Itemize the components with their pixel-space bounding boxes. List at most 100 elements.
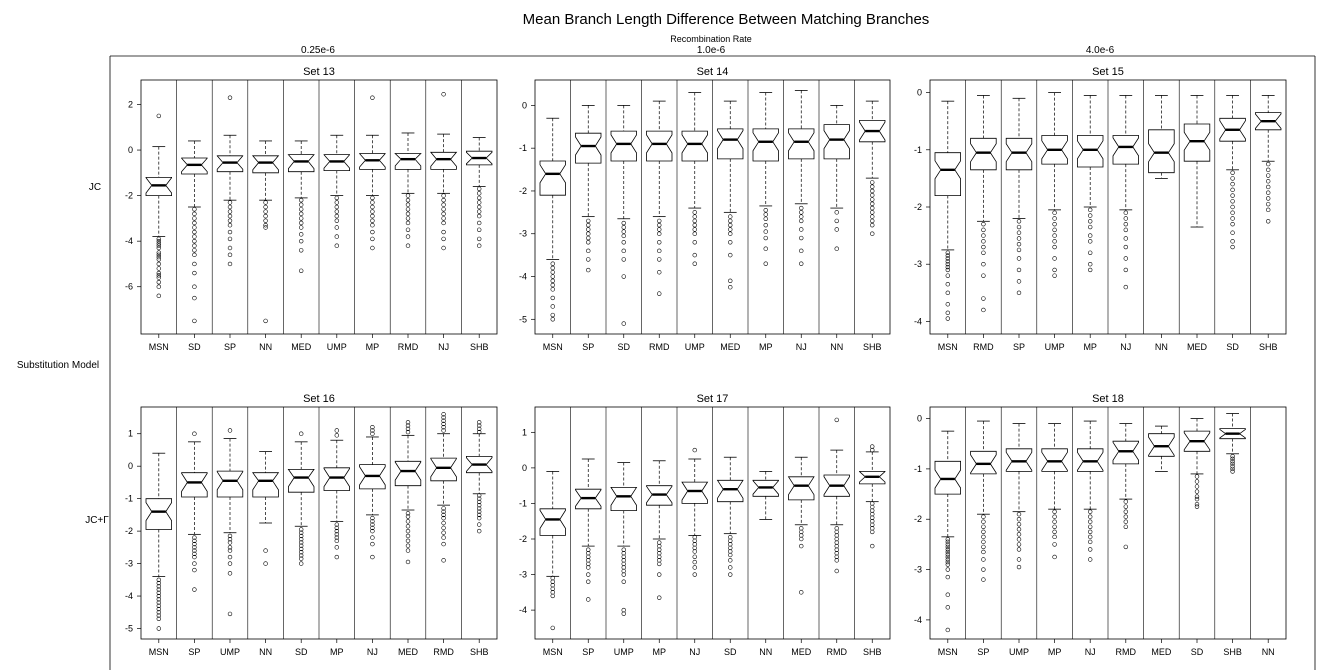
outlier-point (370, 554, 375, 560)
outlier-point (156, 577, 162, 583)
outlier-point (441, 418, 446, 423)
x-tick-label: UMP (1009, 647, 1029, 657)
outlier-point (870, 447, 875, 453)
outlier-point (263, 548, 268, 553)
outlier-point (586, 218, 591, 224)
outlier-point (1087, 224, 1093, 230)
x-tick-label: MSN (543, 342, 563, 352)
box-shb (859, 444, 886, 549)
outlier-point (1194, 484, 1200, 489)
outlier-point (586, 257, 591, 262)
outlier-point (299, 527, 304, 532)
outlier-point (156, 250, 162, 255)
outlier-point (1265, 219, 1271, 224)
box-rmd (823, 417, 850, 574)
outlier-point (299, 561, 304, 566)
outlier-point (1016, 267, 1022, 273)
outlier-point (728, 535, 733, 540)
outlier-point (1230, 199, 1235, 204)
outlier-point (621, 611, 626, 616)
outlier-point (156, 245, 162, 251)
outlier-point (405, 202, 411, 207)
notched-box (1041, 448, 1068, 472)
notched-box (539, 160, 566, 196)
outlier-point (728, 549, 733, 554)
outlier-point (621, 229, 626, 234)
outlier-point (299, 248, 304, 253)
box-med (287, 140, 315, 273)
outlier-point (334, 532, 339, 537)
outlier-point (1016, 537, 1022, 542)
outlier-point (945, 605, 950, 610)
outlier-point (550, 282, 555, 288)
outlier-point (1230, 464, 1235, 469)
notched-box (539, 508, 566, 536)
x-tick-label: MSN (149, 342, 169, 352)
outlier-point (405, 511, 411, 516)
outlier-point (441, 236, 446, 242)
x-tick-label: NN (1262, 647, 1275, 657)
outlier-point (370, 519, 375, 524)
outlier-point (834, 558, 839, 563)
outlier-point (945, 627, 950, 633)
outlier-point (692, 565, 697, 570)
outlier-point (477, 243, 482, 248)
outlier-point (405, 220, 411, 226)
outlier-point (227, 540, 233, 545)
outlier-point (1123, 499, 1129, 504)
box-ump (323, 134, 351, 248)
outlier-point (192, 535, 197, 540)
outlier-point (799, 533, 804, 538)
x-tick-label: RMD (973, 342, 994, 352)
box-msn (539, 117, 566, 322)
outlier-point (692, 545, 697, 551)
outlier-point (728, 240, 733, 245)
y-tick-label: -5 (519, 314, 527, 324)
panel-title: Set 18 (1092, 393, 1124, 405)
outlier-point (657, 540, 662, 545)
x-tick-label: RMD (433, 647, 454, 657)
outlier-point (477, 423, 482, 428)
outlier-point (945, 574, 950, 580)
x-tick-label: SD (295, 647, 308, 657)
outlier-point (1123, 267, 1129, 273)
outlier-point (1123, 544, 1129, 550)
outlier-point (1194, 501, 1200, 507)
outlier-point (1016, 236, 1022, 241)
box-rmd (430, 412, 457, 563)
outlier-point (870, 519, 875, 524)
outlier-point (1230, 216, 1235, 221)
box-med (717, 100, 744, 290)
outlier-point (299, 225, 304, 230)
outlier-point (692, 554, 697, 559)
x-tick-label: MP (330, 647, 344, 657)
outlier-point (1230, 459, 1235, 464)
outlier-point (657, 227, 662, 232)
row-label-jc: JC (89, 182, 101, 193)
column-header-label: Recombination Rate (670, 34, 752, 44)
x-tick-label: MP (1083, 342, 1097, 352)
outlier-point (334, 545, 339, 550)
outlier-point (586, 248, 591, 254)
outlier-point (263, 225, 268, 230)
outlier-point (1052, 273, 1057, 278)
outlier-point (441, 412, 446, 417)
outlier-point (1230, 181, 1235, 187)
outlier-point (441, 425, 446, 430)
outlier-point (370, 431, 375, 436)
outlier-point (1016, 557, 1022, 562)
outlier-point (1087, 524, 1093, 529)
outlier-point (263, 218, 268, 223)
outlier-point (334, 209, 339, 214)
y-tick-label: -3 (519, 570, 527, 580)
outlier-point (550, 278, 555, 283)
outlier-point (299, 238, 304, 244)
outlier-point (657, 257, 662, 262)
outlier-point (299, 556, 304, 561)
x-tick-label: SHB (863, 342, 882, 352)
column-header-3: 4.0e-6 (1086, 45, 1115, 56)
x-tick-label: RMD (1116, 647, 1137, 657)
outlier-point (156, 252, 162, 258)
notched-box (1005, 137, 1033, 171)
outlier-point (945, 542, 950, 547)
